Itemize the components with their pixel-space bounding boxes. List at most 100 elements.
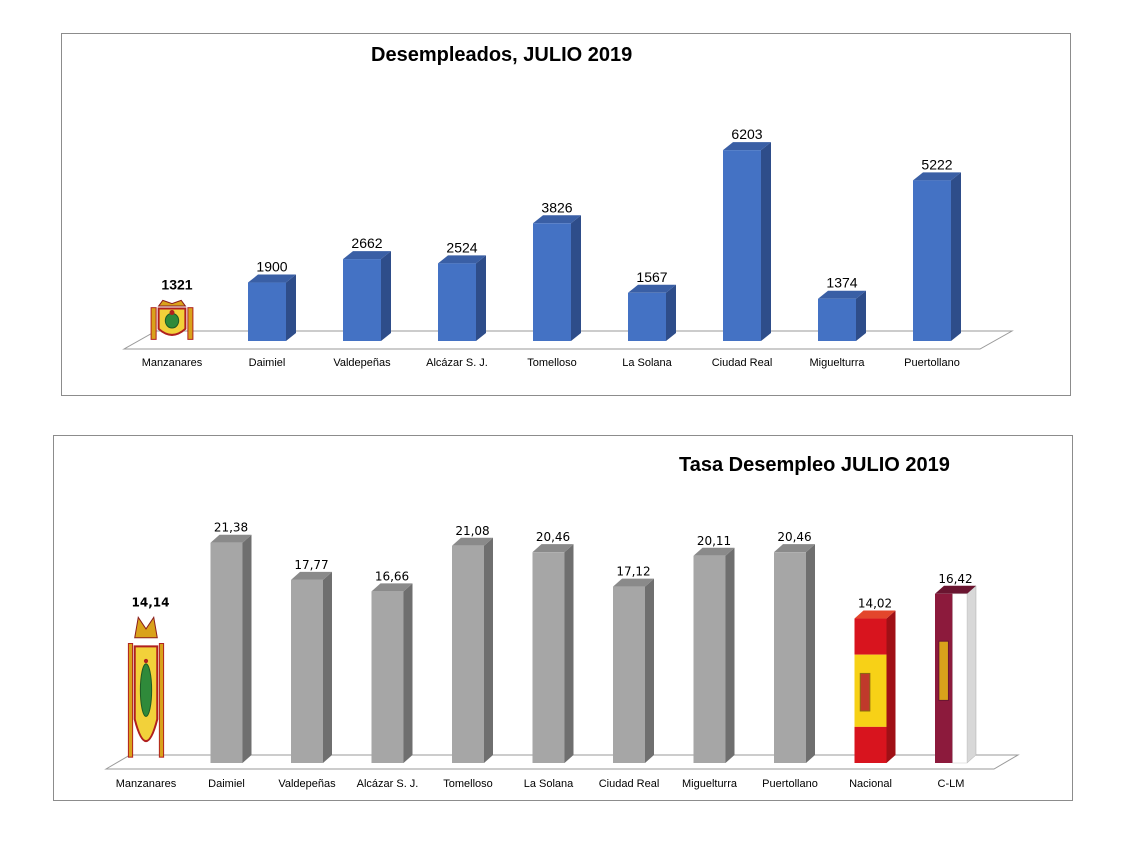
bar-ciudad-real: [613, 578, 654, 763]
bar-la-solana: [628, 284, 676, 341]
bar-front: [774, 552, 806, 763]
x-tick-label-c-lm: C-LM: [938, 778, 965, 790]
bar-side: [856, 290, 866, 341]
bar-puertollano: [774, 544, 815, 763]
bar-front: [533, 223, 571, 341]
bar-front: [438, 263, 476, 341]
bar-valdepenas: [291, 571, 332, 763]
x-tick-label-alcazar-s-j: Alcázar S. J.: [357, 778, 419, 790]
data-label-ciudad-real: 17,12: [616, 565, 650, 579]
castle-icon: [938, 640, 949, 701]
spain-shield-icon: [859, 672, 871, 712]
bar-tomelloso: [452, 537, 493, 763]
bar-top: [371, 583, 413, 592]
bar-side: [403, 583, 413, 763]
coat-of-arms-icon: [127, 615, 165, 758]
bar-top: [628, 284, 676, 293]
bar-miguelturra: [693, 547, 735, 763]
bar-front: [532, 552, 565, 763]
x-tick-label-manzanares: Manzanares: [116, 778, 177, 790]
data-label-tomelloso: 3826: [541, 199, 572, 215]
x-tick-label-la-solana: La Solana: [524, 778, 574, 790]
bar-la-solana: [532, 544, 574, 763]
data-label-tomelloso: 21,08: [455, 524, 489, 538]
bar-puertollano: [913, 172, 961, 341]
chart-tasa-desempleo: 14,14 Manzanares 21,38 Daimiel 17,77 Valdepeñ…: [104, 521, 1020, 790]
bar-top: [452, 537, 493, 546]
bar-side: [761, 142, 771, 341]
bar-side: [886, 610, 896, 763]
bar-tomelloso: [533, 215, 581, 341]
bar-front: [818, 298, 856, 341]
bar-front: [210, 542, 243, 763]
data-label-puertollano: 20,46: [777, 530, 811, 544]
bar-front: [371, 591, 404, 763]
chart-desempleados: 1321 Manzanares 1900 Daimiel 2662 Valdepeñas 2…: [122, 126, 1014, 369]
x-tick-label-puertollano: Puertollano: [762, 778, 818, 790]
bar-front: [723, 150, 761, 341]
bar-manzanares: [150, 299, 194, 340]
bar-top: [723, 142, 771, 151]
bar-side: [323, 571, 332, 763]
bar-top: [854, 610, 896, 619]
data-label-alcazar-s-j: 16,66: [375, 569, 409, 583]
data-label-valdepenas: 2662: [351, 235, 382, 251]
bar-top: [248, 274, 296, 283]
bar-front: [693, 555, 726, 763]
data-label-alcazar-s-j: 2524: [446, 239, 477, 255]
x-tick-label-tomelloso: Tomelloso: [527, 357, 577, 369]
bar-front: [628, 292, 666, 341]
bar-top: [935, 585, 976, 594]
bar-front: [613, 586, 645, 763]
bar-top: [533, 215, 581, 224]
bar-side: [381, 251, 391, 341]
bar-alcazar-s-j: [371, 583, 413, 763]
coat-of-arms-icon: [150, 299, 194, 340]
bar-top: [438, 255, 486, 264]
bar-side: [242, 534, 252, 763]
bar-top: [913, 172, 961, 181]
chart-panel-tasa: Tasa Desempleo JULIO 2019 14,14 Manzanare…: [53, 435, 1073, 801]
bar-nacional: [854, 610, 896, 763]
data-label-manzanares: 1321: [161, 276, 192, 292]
bar-daimiel: [210, 534, 252, 763]
bar-top: [818, 290, 866, 299]
bar-side: [951, 172, 961, 341]
data-label-puertollano: 5222: [921, 156, 952, 172]
bar-top: [693, 547, 735, 556]
x-tick-label-alcazar-s-j: Alcázar S. J.: [426, 357, 488, 369]
x-tick-label-valdepenas: Valdepeñas: [278, 778, 336, 790]
bar-daimiel: [248, 274, 296, 341]
bar-side: [966, 585, 977, 764]
bar-side: [571, 215, 581, 341]
flag-band: [854, 654, 887, 727]
bar-miguelturra: [818, 290, 866, 341]
data-label-manzanares: 14,14: [132, 595, 170, 609]
data-label-miguelturra: 20,11: [697, 534, 731, 548]
chart-title: Desempleados, JULIO 2019: [371, 44, 633, 66]
bar-top: [291, 571, 332, 580]
flag-band: [854, 726, 887, 763]
x-tick-label-miguelturra: Miguelturra: [682, 778, 738, 790]
data-label-daimiel: 1900: [256, 259, 287, 275]
x-tick-label-ciudad-real: Ciudad Real: [599, 778, 660, 790]
bar-top: [774, 544, 815, 553]
x-tick-label-daimiel: Daimiel: [249, 357, 286, 369]
data-label-c-lm: 16,42: [938, 572, 972, 586]
data-label-valdepenas: 17,77: [294, 558, 328, 572]
data-label-la-solana: 20,46: [536, 530, 570, 544]
bar-side: [645, 578, 654, 763]
bar-ciudad-real: [723, 142, 771, 341]
data-label-la-solana: 1567: [636, 269, 667, 285]
bar-valdepenas: [343, 251, 391, 341]
bar-side: [806, 544, 815, 763]
bar-side: [564, 544, 574, 763]
data-label-nacional: 14,02: [858, 597, 892, 611]
bar-alcazar-s-j: [438, 255, 486, 341]
data-label-daimiel: 21,38: [214, 521, 248, 535]
x-tick-label-daimiel: Daimiel: [208, 778, 245, 790]
bar-top: [210, 534, 252, 543]
bar-front: [343, 259, 381, 341]
bar-side: [476, 255, 486, 341]
x-tick-label-nacional: Nacional: [849, 778, 892, 790]
